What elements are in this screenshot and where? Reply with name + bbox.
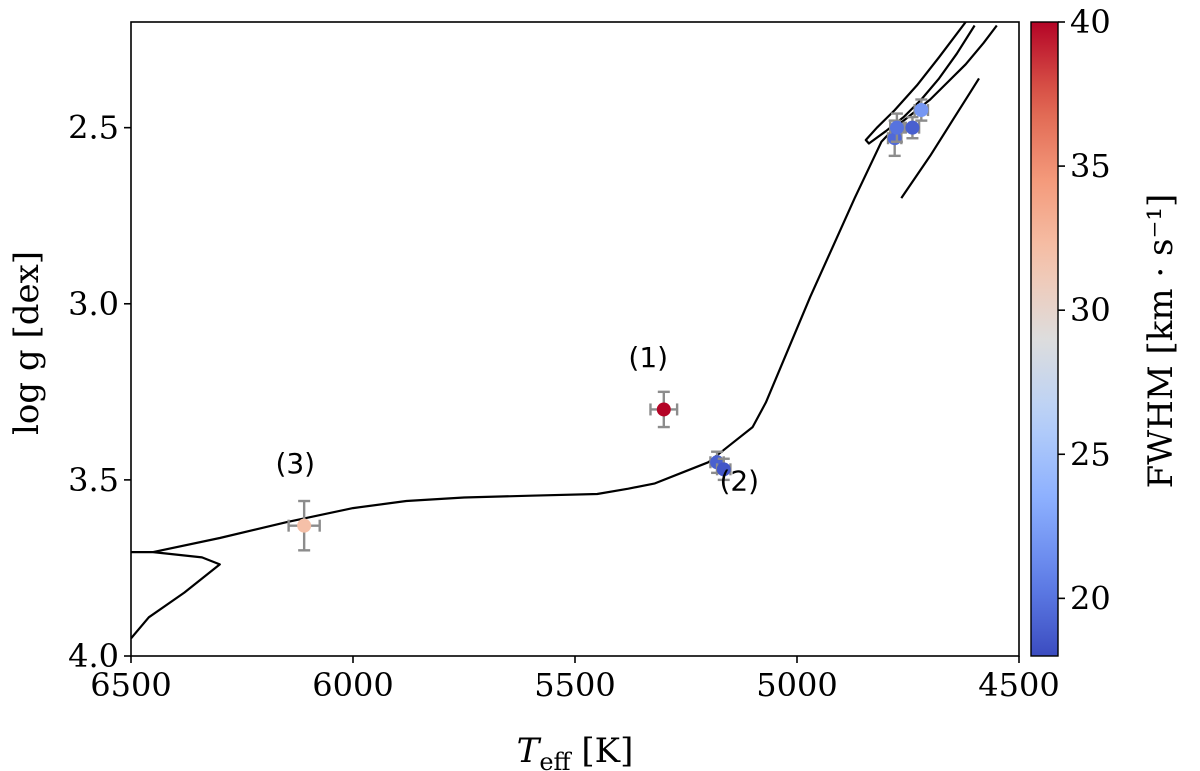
data-point-1 bbox=[649, 390, 679, 429]
data-marker bbox=[297, 518, 312, 533]
data-point-6 bbox=[889, 112, 905, 143]
data-marker bbox=[914, 103, 929, 118]
colorbar-tick-label: 20 bbox=[1070, 579, 1111, 617]
x-tick-label: 5000 bbox=[756, 666, 837, 704]
axes: 6500 6000 5500 5000 4500 2.5 3.0 3.5 4.0 bbox=[68, 21, 1060, 704]
plot-area: (1) (2) (3) bbox=[131, 22, 998, 640]
isochrone-branch-line bbox=[900, 77, 980, 199]
x-axis-title: Teff [K] bbox=[517, 731, 634, 771]
colorbar-tick-label: 30 bbox=[1070, 291, 1111, 329]
data-point-8 bbox=[913, 98, 930, 122]
colorbar-tick-label: 35 bbox=[1070, 147, 1111, 185]
data-point-7 bbox=[904, 115, 921, 140]
y-tick-label: 3.5 bbox=[68, 461, 119, 499]
x-tick-label: 4500 bbox=[978, 666, 1059, 704]
data-marker bbox=[889, 120, 904, 135]
colorbar-title: FWHM [km · s⁻¹] bbox=[1141, 194, 1181, 489]
colorbar: 20 25 30 35 40 bbox=[1030, 3, 1111, 657]
data-marker bbox=[656, 402, 671, 417]
y-tick-label: 3.0 bbox=[68, 285, 119, 323]
y-tick-label: 2.5 bbox=[68, 109, 119, 147]
colorbar-bar bbox=[1030, 21, 1059, 657]
y-axis-title: log g [dex] bbox=[7, 251, 47, 435]
colorbar-tick-label: 25 bbox=[1070, 435, 1111, 473]
x-tick-label: 6500 bbox=[90, 666, 171, 704]
axes-frame bbox=[130, 21, 1020, 657]
colorbar-tick-label: 40 bbox=[1070, 3, 1111, 41]
data-marker bbox=[905, 120, 920, 135]
data-marker bbox=[716, 462, 731, 477]
annotation-label-3: (3) bbox=[275, 447, 315, 480]
data-point-3 bbox=[715, 457, 732, 482]
isochrone-loop-line bbox=[864, 22, 976, 145]
annotation-label-2: (2) bbox=[719, 464, 759, 497]
isochrone-hook-line bbox=[131, 550, 221, 640]
data-point-4 bbox=[287, 499, 321, 552]
x-tick-label: 5500 bbox=[534, 666, 615, 704]
y-tick-label: 4.0 bbox=[68, 637, 119, 675]
x-tick-label: 6000 bbox=[312, 666, 393, 704]
annotation-label-1: (1) bbox=[628, 341, 668, 374]
